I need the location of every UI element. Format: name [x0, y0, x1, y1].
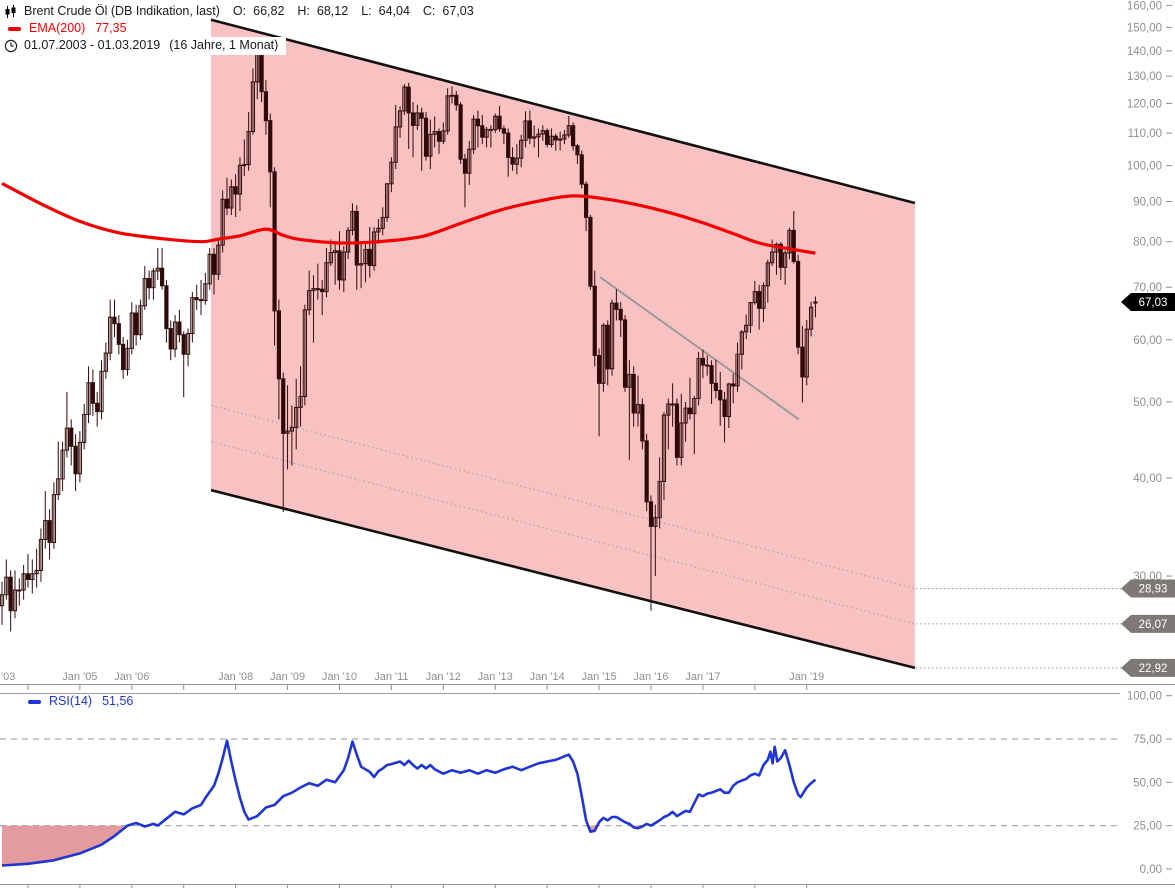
- svg-text:130,00: 130,00: [1127, 71, 1162, 83]
- svg-text:60,00: 60,00: [1133, 335, 1162, 347]
- ema-label: EMA(200): [29, 21, 86, 35]
- low-label: L:: [361, 4, 372, 18]
- instrument-legend: Brent Crude Öl (DB Indikation, last) O: …: [4, 4, 474, 19]
- svg-text:25,00: 25,00: [1133, 821, 1162, 833]
- price-axis: 160,00 150,00 140,00 130,00 120,00 110,00 100,…: [1127, 0, 1172, 583]
- svg-text:Jan '11: Jan '11: [374, 671, 408, 683]
- date-range: 01.07.2003 - 01.03.2019: [24, 38, 161, 52]
- ema-line: [1, 181, 816, 255]
- svg-text:Jan '06: Jan '06: [114, 671, 149, 683]
- close-value: 67,03: [442, 4, 474, 18]
- svg-text:80,00: 80,00: [1133, 237, 1162, 249]
- date-range-legend: 01.07.2003 - 01.03.2019 (16 Jahre, 1 Mon…: [2, 37, 287, 55]
- high-value: 68,12: [316, 4, 349, 18]
- ema-legend: EMA(200) 77,35: [8, 21, 127, 36]
- rsi-value: 51,56: [102, 694, 134, 708]
- svg-text:90,00: 90,00: [1133, 197, 1162, 209]
- svg-text:110,00: 110,00: [1128, 128, 1162, 140]
- svg-text:120,00: 120,00: [1127, 98, 1162, 110]
- svg-text:Jan '17: Jan '17: [685, 671, 720, 683]
- rsi-label: RSI(14): [49, 694, 93, 708]
- candlestick-icon: [4, 4, 17, 19]
- clock-icon: [4, 39, 18, 53]
- ema-line-icon: [8, 26, 21, 31]
- price-tags: 67,03 28,93 26,07 22,92: [1121, 292, 1175, 677]
- rsi-line-icon: [28, 699, 41, 704]
- svg-text:Jan '05: Jan '05: [62, 671, 97, 683]
- svg-text:22,92: 22,92: [1139, 663, 1168, 675]
- instrument-title: Brent Crude Öl (DB Indikation, last): [24, 4, 220, 18]
- tag-connectors: [915, 587, 1121, 669]
- svg-text:Jan '10: Jan '10: [322, 671, 357, 683]
- rsi-panel: 100,00 75,00 50,00 25,00 0,00: [0, 691, 1175, 888]
- svg-text:28,93: 28,93: [1139, 583, 1168, 595]
- svg-text:Jan '15: Jan '15: [582, 671, 617, 683]
- time-axis: '03 Jan '05 Jan '06 Jan '08 Jan '09 Jan '10 Ja…: [0, 671, 1175, 690]
- low-value: 64,04: [378, 4, 410, 18]
- candlestick-series: [0, 44, 818, 632]
- svg-text:Jan '16: Jan '16: [633, 671, 668, 683]
- open-value: 66,82: [253, 4, 285, 18]
- svg-text:Jan '13: Jan '13: [478, 671, 513, 683]
- rsi-legend: RSI(14) 51,56: [28, 694, 133, 709]
- date-duration: (16 Jahre, 1 Monat): [169, 38, 279, 52]
- trend-channel: [210, 18, 916, 670]
- open-label: O:: [232, 4, 247, 18]
- svg-text:40,00: 40,00: [1133, 473, 1162, 485]
- svg-text:50,00: 50,00: [1133, 777, 1162, 789]
- trendline: [599, 276, 800, 421]
- svg-text:75,00: 75,00: [1133, 734, 1162, 746]
- svg-text:Jan '08: Jan '08: [218, 671, 253, 683]
- svg-text:50,00: 50,00: [1133, 397, 1162, 409]
- svg-text:Jan '14: Jan '14: [530, 671, 565, 683]
- svg-text:Jan '12: Jan '12: [426, 671, 461, 683]
- svg-text:150,00: 150,00: [1127, 22, 1162, 34]
- svg-text:26,07: 26,07: [1139, 619, 1168, 631]
- svg-text:67,03: 67,03: [1139, 297, 1168, 309]
- ema-value: 77,35: [95, 21, 127, 35]
- svg-text:Jan '19: Jan '19: [789, 671, 824, 683]
- svg-text:Jan '09: Jan '09: [270, 671, 305, 683]
- svg-text:140,00: 140,00: [1127, 46, 1162, 58]
- svg-text:160,00: 160,00: [1127, 0, 1162, 12]
- svg-text:100,00: 100,00: [1127, 691, 1162, 703]
- svg-text:100,00: 100,00: [1127, 161, 1162, 173]
- close-label: C:: [422, 4, 436, 18]
- high-label: H:: [297, 4, 310, 18]
- svg-text:0,00: 0,00: [1140, 864, 1162, 876]
- svg-text:'03: '03: [1, 671, 15, 683]
- svg-text:70,00: 70,00: [1133, 282, 1162, 294]
